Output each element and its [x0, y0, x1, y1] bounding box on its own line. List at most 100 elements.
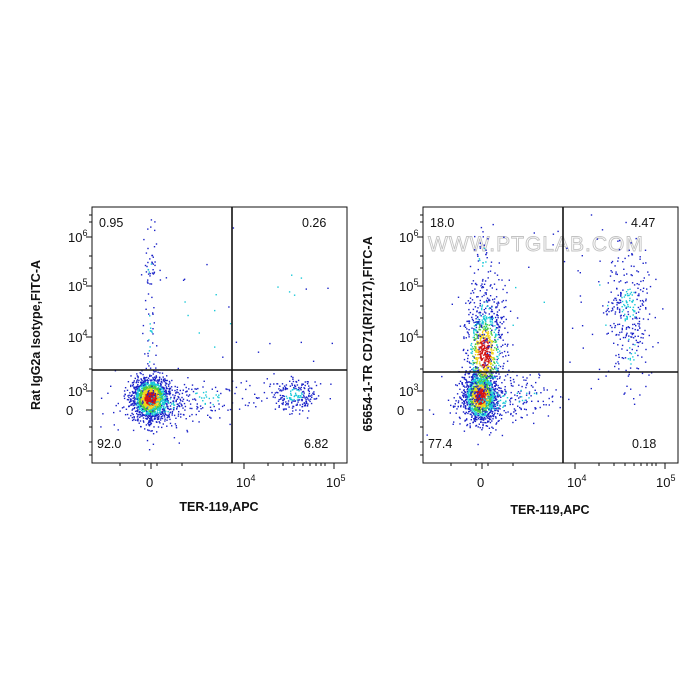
event-dot	[633, 323, 636, 325]
event-dot	[485, 338, 487, 340]
event-dot	[476, 366, 478, 368]
event-dot	[631, 253, 633, 255]
event-dot	[235, 341, 238, 343]
y-tick-label-1e4: 104	[68, 328, 87, 345]
event-dot	[488, 409, 490, 411]
event-dot	[473, 381, 475, 383]
event-dot	[277, 286, 279, 288]
event-dot	[146, 379, 148, 382]
event-dot	[475, 373, 477, 375]
event-dot	[153, 386, 155, 389]
event-dot	[522, 376, 524, 378]
event-dot	[498, 334, 501, 336]
event-dot	[615, 273, 617, 275]
event-dot	[472, 389, 474, 391]
event-dot	[468, 336, 470, 338]
event-dot	[482, 285, 484, 288]
event-dot	[481, 386, 483, 388]
event-dot	[483, 339, 486, 341]
event-dot	[487, 367, 489, 369]
event-dot	[479, 361, 481, 363]
event-dot	[298, 413, 301, 415]
event-dot	[143, 394, 145, 397]
event-dot	[293, 395, 295, 398]
event-dot	[476, 316, 479, 318]
event-dot	[187, 395, 190, 397]
event-dot	[626, 273, 628, 275]
event-dot	[148, 449, 151, 451]
event-dot	[496, 396, 498, 398]
event-dot	[615, 271, 617, 273]
event-dot	[487, 420, 489, 422]
event-dot	[472, 388, 474, 390]
event-dot	[297, 388, 300, 391]
event-dot	[137, 381, 139, 383]
event-dot	[500, 337, 502, 339]
event-dot	[178, 411, 180, 413]
event-dot	[489, 398, 492, 401]
event-dot	[137, 383, 139, 386]
event-dot	[642, 337, 644, 339]
event-dot	[158, 394, 161, 396]
event-dot	[490, 331, 492, 333]
event-dot	[147, 416, 149, 419]
event-dot	[169, 398, 172, 400]
event-dot	[482, 404, 484, 406]
event-dot	[504, 343, 506, 345]
y-tick-label-1e6: 106	[68, 228, 87, 245]
event-dot	[281, 383, 284, 385]
event-dot	[152, 273, 155, 275]
event-dot	[474, 381, 476, 384]
event-dot	[486, 379, 488, 381]
event-dot	[474, 387, 476, 389]
event-dot	[551, 396, 553, 398]
event-dot	[473, 402, 475, 404]
event-dot	[461, 402, 463, 404]
event-dot	[482, 321, 485, 323]
event-dot	[163, 388, 166, 390]
event-dot	[158, 399, 161, 402]
event-dot	[144, 428, 146, 430]
event-dot	[489, 336, 491, 338]
event-dot	[155, 386, 157, 388]
event-dot	[136, 379, 139, 381]
event-dot	[167, 411, 169, 413]
event-dot	[123, 395, 125, 397]
event-dot	[478, 372, 480, 374]
event-dot	[170, 401, 172, 404]
event-dot	[645, 262, 647, 264]
event-dot	[479, 401, 482, 403]
event-dot	[642, 290, 644, 293]
event-dot	[137, 398, 140, 400]
event-dot	[488, 405, 491, 408]
event-dot	[181, 405, 183, 407]
event-dot	[476, 405, 478, 408]
event-dot	[155, 243, 158, 245]
event-dot	[164, 401, 167, 403]
event-dot	[483, 317, 485, 320]
event-dot	[160, 388, 163, 390]
event-dot	[525, 379, 527, 381]
event-dot	[476, 375, 478, 377]
event-dot	[179, 389, 181, 392]
event-dot	[140, 405, 142, 407]
event-dot	[492, 391, 494, 394]
event-dot	[140, 391, 142, 393]
event-dot	[172, 407, 175, 409]
event-dot	[165, 395, 167, 398]
event-dot	[128, 405, 130, 408]
event-dot	[187, 377, 189, 379]
event-dot	[617, 257, 620, 259]
event-dot	[474, 417, 476, 420]
event-dot	[485, 323, 488, 326]
event-dot	[134, 397, 136, 399]
event-dot	[308, 392, 311, 395]
event-dot	[143, 392, 145, 394]
event-dot	[479, 347, 481, 350]
event-dot	[485, 293, 487, 296]
event-dot	[481, 344, 483, 347]
event-dot	[273, 394, 276, 396]
event-dot	[489, 402, 491, 404]
event-dot	[620, 292, 622, 294]
event-dot	[491, 340, 493, 342]
